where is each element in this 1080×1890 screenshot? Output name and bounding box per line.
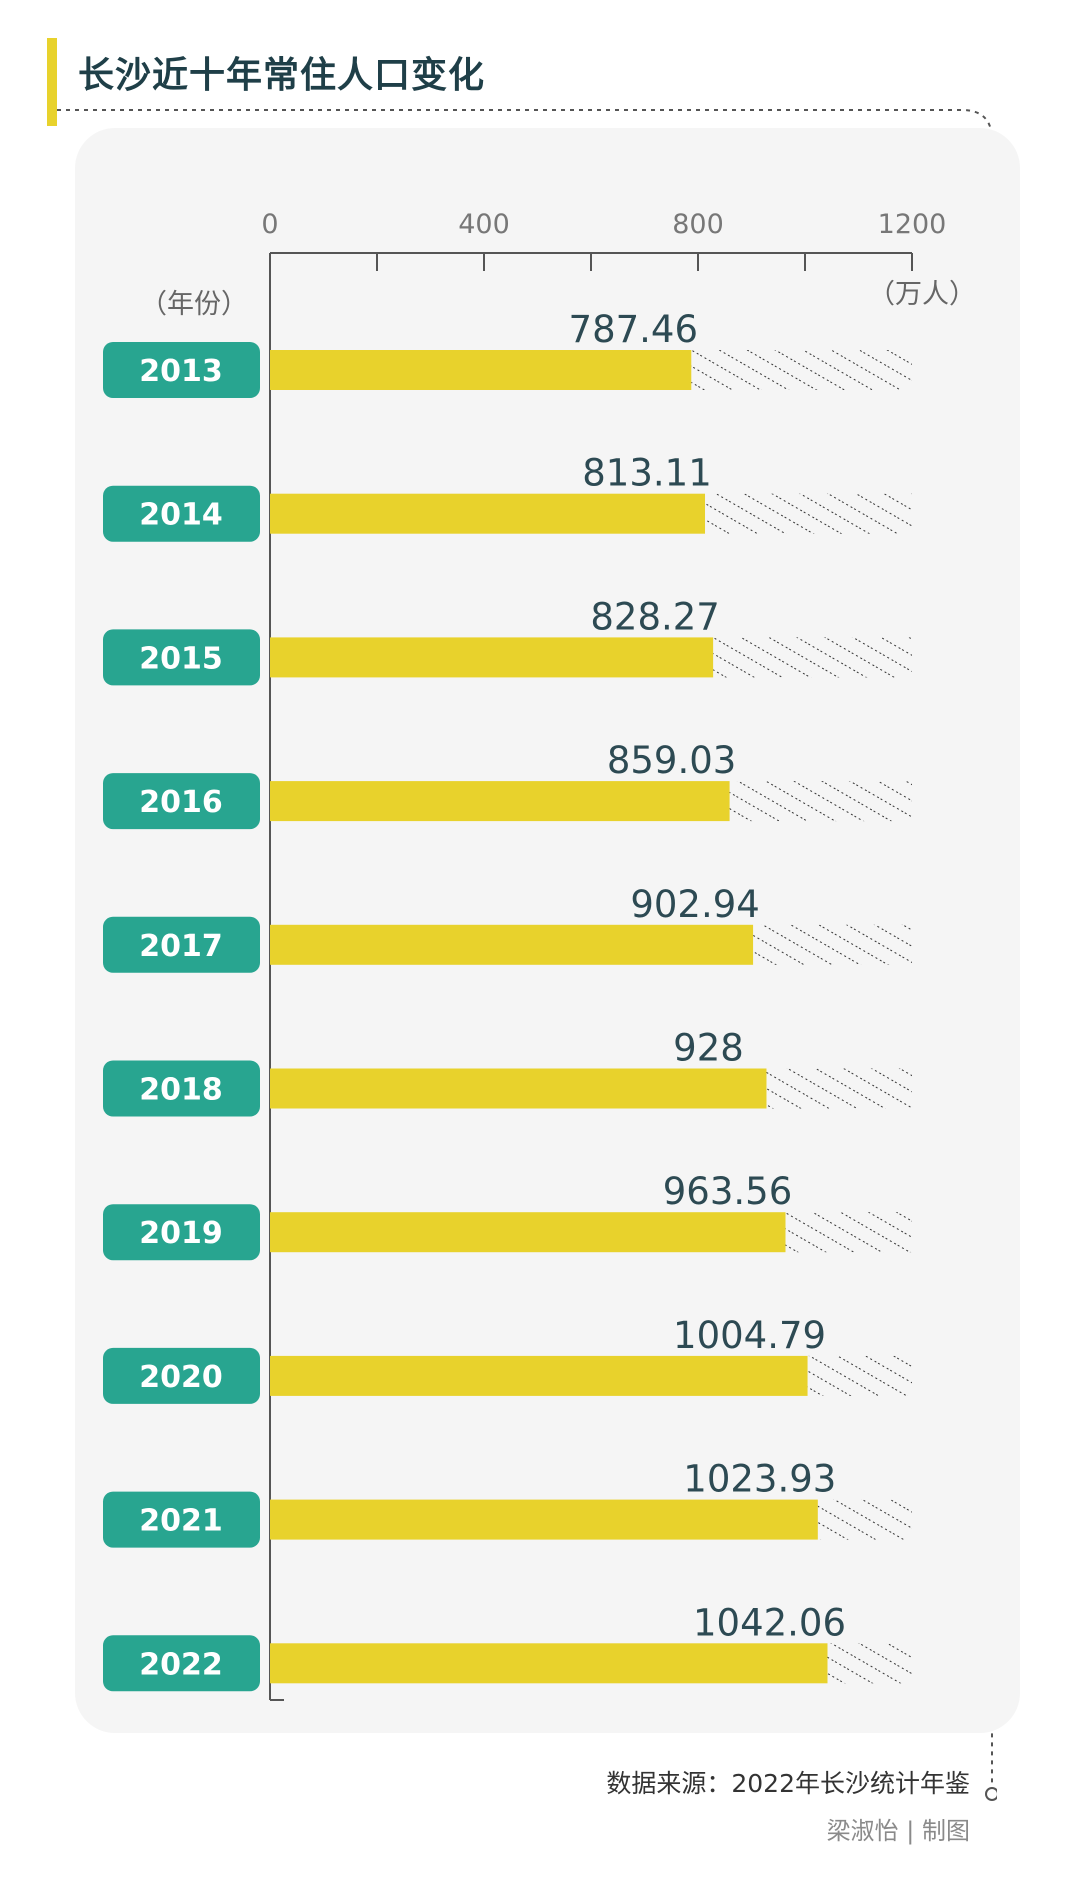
- year-label: 2015: [139, 641, 223, 676]
- bar-row-2014: 2014 813.11: [103, 452, 912, 542]
- bar: [270, 1212, 786, 1253]
- bar-row-2013: 2013 787.46: [103, 308, 912, 398]
- year-label: 2014: [139, 498, 223, 533]
- bar-remainder: [753, 924, 912, 965]
- x-tick-label: 0: [261, 209, 278, 240]
- bar-row-2020: 2020 1004.79: [103, 1314, 912, 1404]
- year-label: 2017: [139, 929, 223, 964]
- bar-row-2015: 2015 828.27: [103, 595, 912, 686]
- year-badge: [103, 342, 260, 398]
- bar-remainder: [729, 781, 912, 822]
- bar: [270, 1643, 828, 1684]
- chart-title: 长沙近十年常住人口变化: [78, 55, 486, 96]
- bar-row-2022: 2022 1042.06: [103, 1601, 912, 1692]
- bar-remainder: [691, 350, 912, 390]
- chart-credit: 梁淑怡 | 制图: [826, 1817, 970, 1845]
- bar: [270, 924, 754, 965]
- value-label: 1004.79: [673, 1314, 826, 1357]
- x-tick-label: 800: [672, 209, 724, 240]
- year-badge: [103, 1491, 260, 1548]
- bar: [270, 637, 714, 678]
- bar: [270, 1499, 818, 1540]
- year-label: 2018: [139, 1073, 223, 1108]
- bar-remainder: [827, 1643, 912, 1684]
- bar: [270, 350, 692, 390]
- bar-row-2021: 2021 1023.93: [103, 1458, 912, 1548]
- title-accent-bar: [47, 38, 57, 126]
- year-badge: [103, 1204, 260, 1261]
- bars: 2013 787.46 2014 813.11 2015 828.27 2016 859.03…: [103, 308, 912, 1692]
- bar-remainder: [817, 1499, 912, 1540]
- year-badge: [103, 1635, 260, 1692]
- value-label: 1023.93: [683, 1458, 836, 1501]
- data-source: 数据来源：2022年长沙统计年鉴: [606, 1769, 970, 1798]
- bar-remainder: [766, 1068, 912, 1109]
- year-badge: [103, 916, 260, 973]
- bar-remainder: [705, 493, 912, 534]
- bar: [270, 1068, 767, 1109]
- bar-remainder: [713, 637, 912, 678]
- y-axis-label: （年份）: [140, 289, 248, 320]
- bar-row-2018: 2018 928: [103, 1027, 912, 1117]
- year-badge: [103, 485, 260, 542]
- year-label: 2013: [139, 354, 223, 389]
- value-label: 813.11: [582, 452, 711, 495]
- bar: [270, 493, 706, 534]
- x-axis: 0 400 800 1200: [261, 209, 947, 1701]
- bar-row-2017: 2017 902.94: [103, 883, 912, 973]
- bar-row-2019: 2019 963.56: [103, 1170, 912, 1261]
- value-label: 787.46: [569, 308, 698, 351]
- x-tick-label: 1200: [878, 209, 947, 240]
- year-badge: [103, 1060, 260, 1117]
- year-badge: [103, 1347, 260, 1404]
- year-label: 2021: [139, 1504, 223, 1539]
- year-label: 2020: [139, 1360, 223, 1395]
- bar: [270, 1355, 808, 1396]
- year-badge: [103, 773, 260, 830]
- value-label: 928: [673, 1027, 744, 1070]
- year-badge: [103, 629, 260, 686]
- year-label: 2022: [139, 1647, 223, 1682]
- bar-remainder: [807, 1355, 912, 1396]
- bar-chart: 0 400 800 1200 2013 787.46 2014 813.11 2015 828.…: [103, 209, 947, 1701]
- value-label: 859.03: [607, 739, 736, 782]
- value-label: 963.56: [663, 1170, 792, 1213]
- bar-row-2016: 2016 859.03: [103, 739, 912, 830]
- value-label: 828.27: [590, 595, 719, 638]
- bar-remainder: [785, 1212, 912, 1253]
- year-label: 2019: [139, 1216, 223, 1251]
- year-label: 2016: [139, 785, 223, 820]
- value-label: 1042.06: [693, 1601, 846, 1644]
- value-label: 902.94: [630, 883, 759, 926]
- x-axis-unit-label: （万人）: [868, 279, 976, 310]
- bar: [270, 781, 730, 822]
- x-tick-label: 400: [458, 209, 510, 240]
